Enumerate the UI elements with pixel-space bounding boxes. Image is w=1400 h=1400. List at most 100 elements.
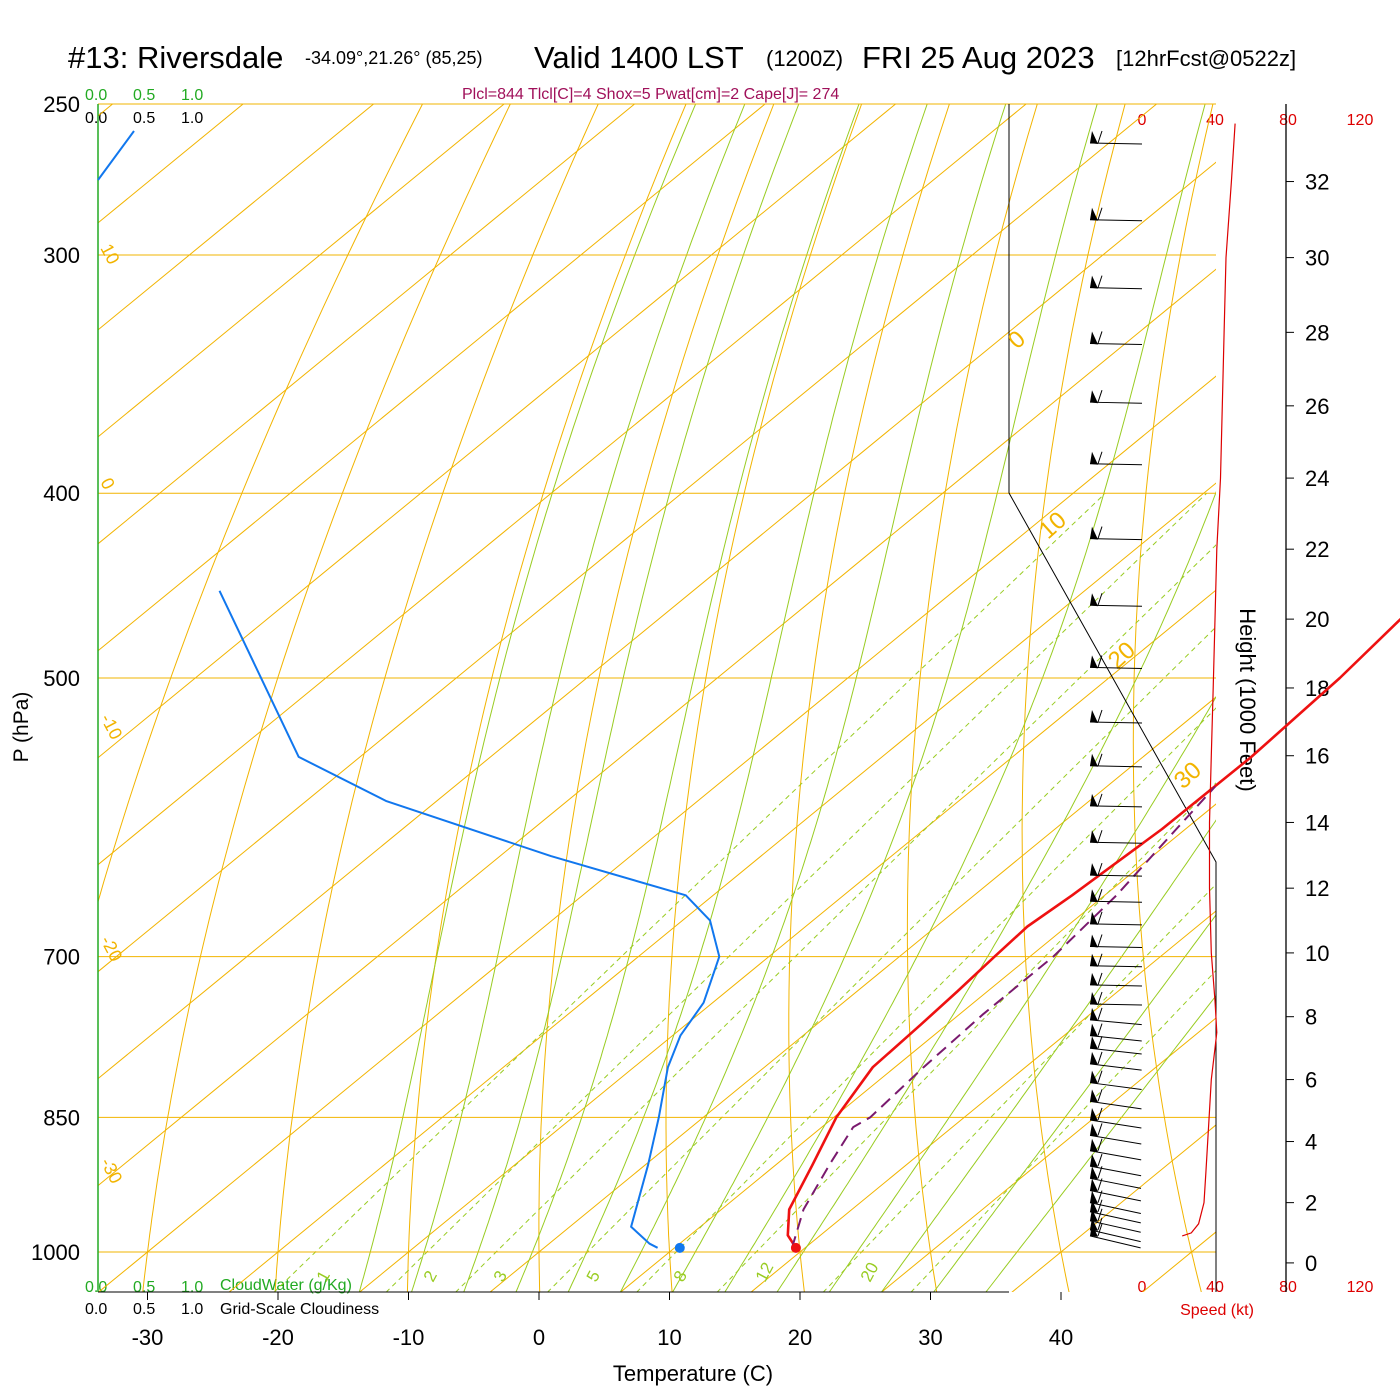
- wind-barb-feather: [1097, 830, 1103, 843]
- wind-barb-feather: [1097, 1107, 1103, 1121]
- surface-dewpoint-dot: [674, 1242, 685, 1253]
- dry-adiabat-line: [142, 104, 511, 1292]
- wind-barb-feather: [1097, 953, 1103, 966]
- dry-adiabat-line: [665, 104, 863, 1292]
- wind-barb-staff: [1089, 1003, 1142, 1006]
- isotherm-line: [98, 104, 375, 331]
- wind-barb-feather: [1097, 1123, 1103, 1136]
- wind-barb-feather: [1097, 1089, 1103, 1102]
- wind-barb-staff: [1089, 1119, 1142, 1129]
- background-lines: [0, 70, 1216, 1292]
- isotherm-line: [1011, 1124, 1216, 1292]
- wind-barb-flag: [1090, 655, 1098, 669]
- isotherm-line: [489, 696, 1216, 1292]
- wind-barb-flag: [1090, 451, 1098, 465]
- wind-barb-feather: [1097, 593, 1103, 606]
- moist-adiabat-line: [567, 104, 928, 1292]
- wind-barb-feather: [1097, 1153, 1103, 1167]
- wind-barb-feather: [1097, 991, 1103, 1005]
- wind-barb-staff: [1089, 721, 1142, 724]
- isotherm-label: -30: [96, 1154, 126, 1186]
- speed-tick: 40: [1206, 1279, 1224, 1296]
- wind-barb-flag: [1090, 1123, 1098, 1137]
- cloud-tick: 1.0: [181, 87, 203, 104]
- wind-barb: [1089, 655, 1142, 669]
- moist-adiabat-line: [828, 695, 1216, 1292]
- wind-barb: [1089, 1166, 1142, 1189]
- wind-barb: [1089, 207, 1142, 222]
- mixing-ratio-line: [385, 492, 1208, 1292]
- wind-barb: [1089, 331, 1142, 345]
- wind-barb-staff: [1089, 287, 1142, 290]
- moist-adiabat-line: [358, 104, 697, 1292]
- isotherm-label: -20: [96, 932, 126, 964]
- p-tick-label: 1000: [31, 1240, 80, 1265]
- wind-barb-feather: [1097, 793, 1103, 807]
- wind-barb-staff: [1089, 1177, 1142, 1189]
- height-tick-label: 22: [1305, 537, 1329, 562]
- wind-barb-feather: [1097, 1023, 1103, 1036]
- wind-barb-flag: [1090, 1178, 1098, 1192]
- dry-adiabat-line: [788, 104, 950, 1292]
- moist-adiabat-line: [672, 104, 1098, 1292]
- height-tick-label: 20: [1305, 607, 1329, 632]
- wind-barb-flag: [1090, 889, 1098, 903]
- wind-barb-flag: [1090, 331, 1098, 345]
- isotherm-line: [98, 104, 897, 759]
- wind-barb-feather: [1097, 655, 1103, 668]
- wind-barb-staff: [1089, 1211, 1141, 1224]
- station-title: #13: Riversdale: [68, 40, 283, 75]
- height-tick-label: 24: [1305, 466, 1329, 491]
- isotherm-line: [0, 70, 23, 1292]
- x-tick-label: 30: [918, 1325, 942, 1350]
- wind-barb: [1089, 1178, 1142, 1202]
- wind-barb-flag: [1090, 863, 1098, 877]
- wind-barb-flag: [1090, 753, 1098, 767]
- wind-barb-staff: [1089, 1019, 1142, 1026]
- wind-barb: [1089, 753, 1142, 768]
- wind-barb-feather: [1097, 1036, 1103, 1049]
- wind-barb-staff: [1089, 401, 1142, 404]
- parcel-path: [791, 785, 1216, 1249]
- height-tick-label: 8: [1305, 1005, 1317, 1030]
- isotherm-line: [619, 803, 1216, 1292]
- wind-barb: [1089, 1123, 1142, 1145]
- wind-barb-flag: [1090, 390, 1098, 404]
- wind-barb: [1089, 1070, 1142, 1091]
- moist-adiabat-line: [463, 104, 800, 1292]
- wind-barb-staff: [1089, 604, 1142, 607]
- speed-tick: 0: [1138, 112, 1147, 129]
- p-tick-label: 400: [43, 481, 80, 506]
- wind-barb: [1089, 526, 1142, 541]
- dewpoint-profile: [218, 590, 721, 1249]
- cloud-tick: 0.5: [133, 110, 155, 127]
- wind-barb: [1089, 911, 1142, 926]
- cloud-tick: 1.0: [181, 1279, 203, 1296]
- speed-tick: 120: [1347, 112, 1374, 129]
- wind-barb-staff: [1089, 805, 1142, 808]
- wind-barb-staff: [1089, 666, 1142, 669]
- wind-barb-feather: [1097, 709, 1103, 723]
- wind-barb-flag: [1090, 953, 1098, 967]
- wind-barb-feather: [1097, 1051, 1103, 1065]
- isotherm-line: [228, 482, 1216, 1292]
- surface-temperature-dot: [790, 1242, 801, 1253]
- speed-axis-label: Speed (kt): [1180, 1302, 1254, 1319]
- x-tick-label: -20: [262, 1325, 294, 1350]
- wind-barb-flag: [1090, 934, 1098, 948]
- wind-barbs: [1089, 130, 1142, 1249]
- moist-adiabat-line: [515, 104, 860, 1292]
- isotherm-line: [358, 589, 1216, 1292]
- wind-barb-staff: [1089, 984, 1142, 987]
- moist-adiabat-line: [411, 104, 746, 1292]
- height-tick-label: 14: [1305, 810, 1329, 835]
- mixing-ratio-line: [716, 782, 1216, 1292]
- wind-barb-flag: [1090, 131, 1098, 145]
- wind-barb-staff: [1089, 900, 1142, 903]
- wind-barb-flag: [1090, 1051, 1098, 1065]
- isotherm-line: [98, 104, 1158, 973]
- wind-barb-flag: [1090, 793, 1098, 807]
- date-label: FRI 25 Aug 2023: [862, 40, 1095, 75]
- height-tick-label: 2: [1305, 1191, 1317, 1216]
- wind-barb-staff: [1089, 1134, 1142, 1145]
